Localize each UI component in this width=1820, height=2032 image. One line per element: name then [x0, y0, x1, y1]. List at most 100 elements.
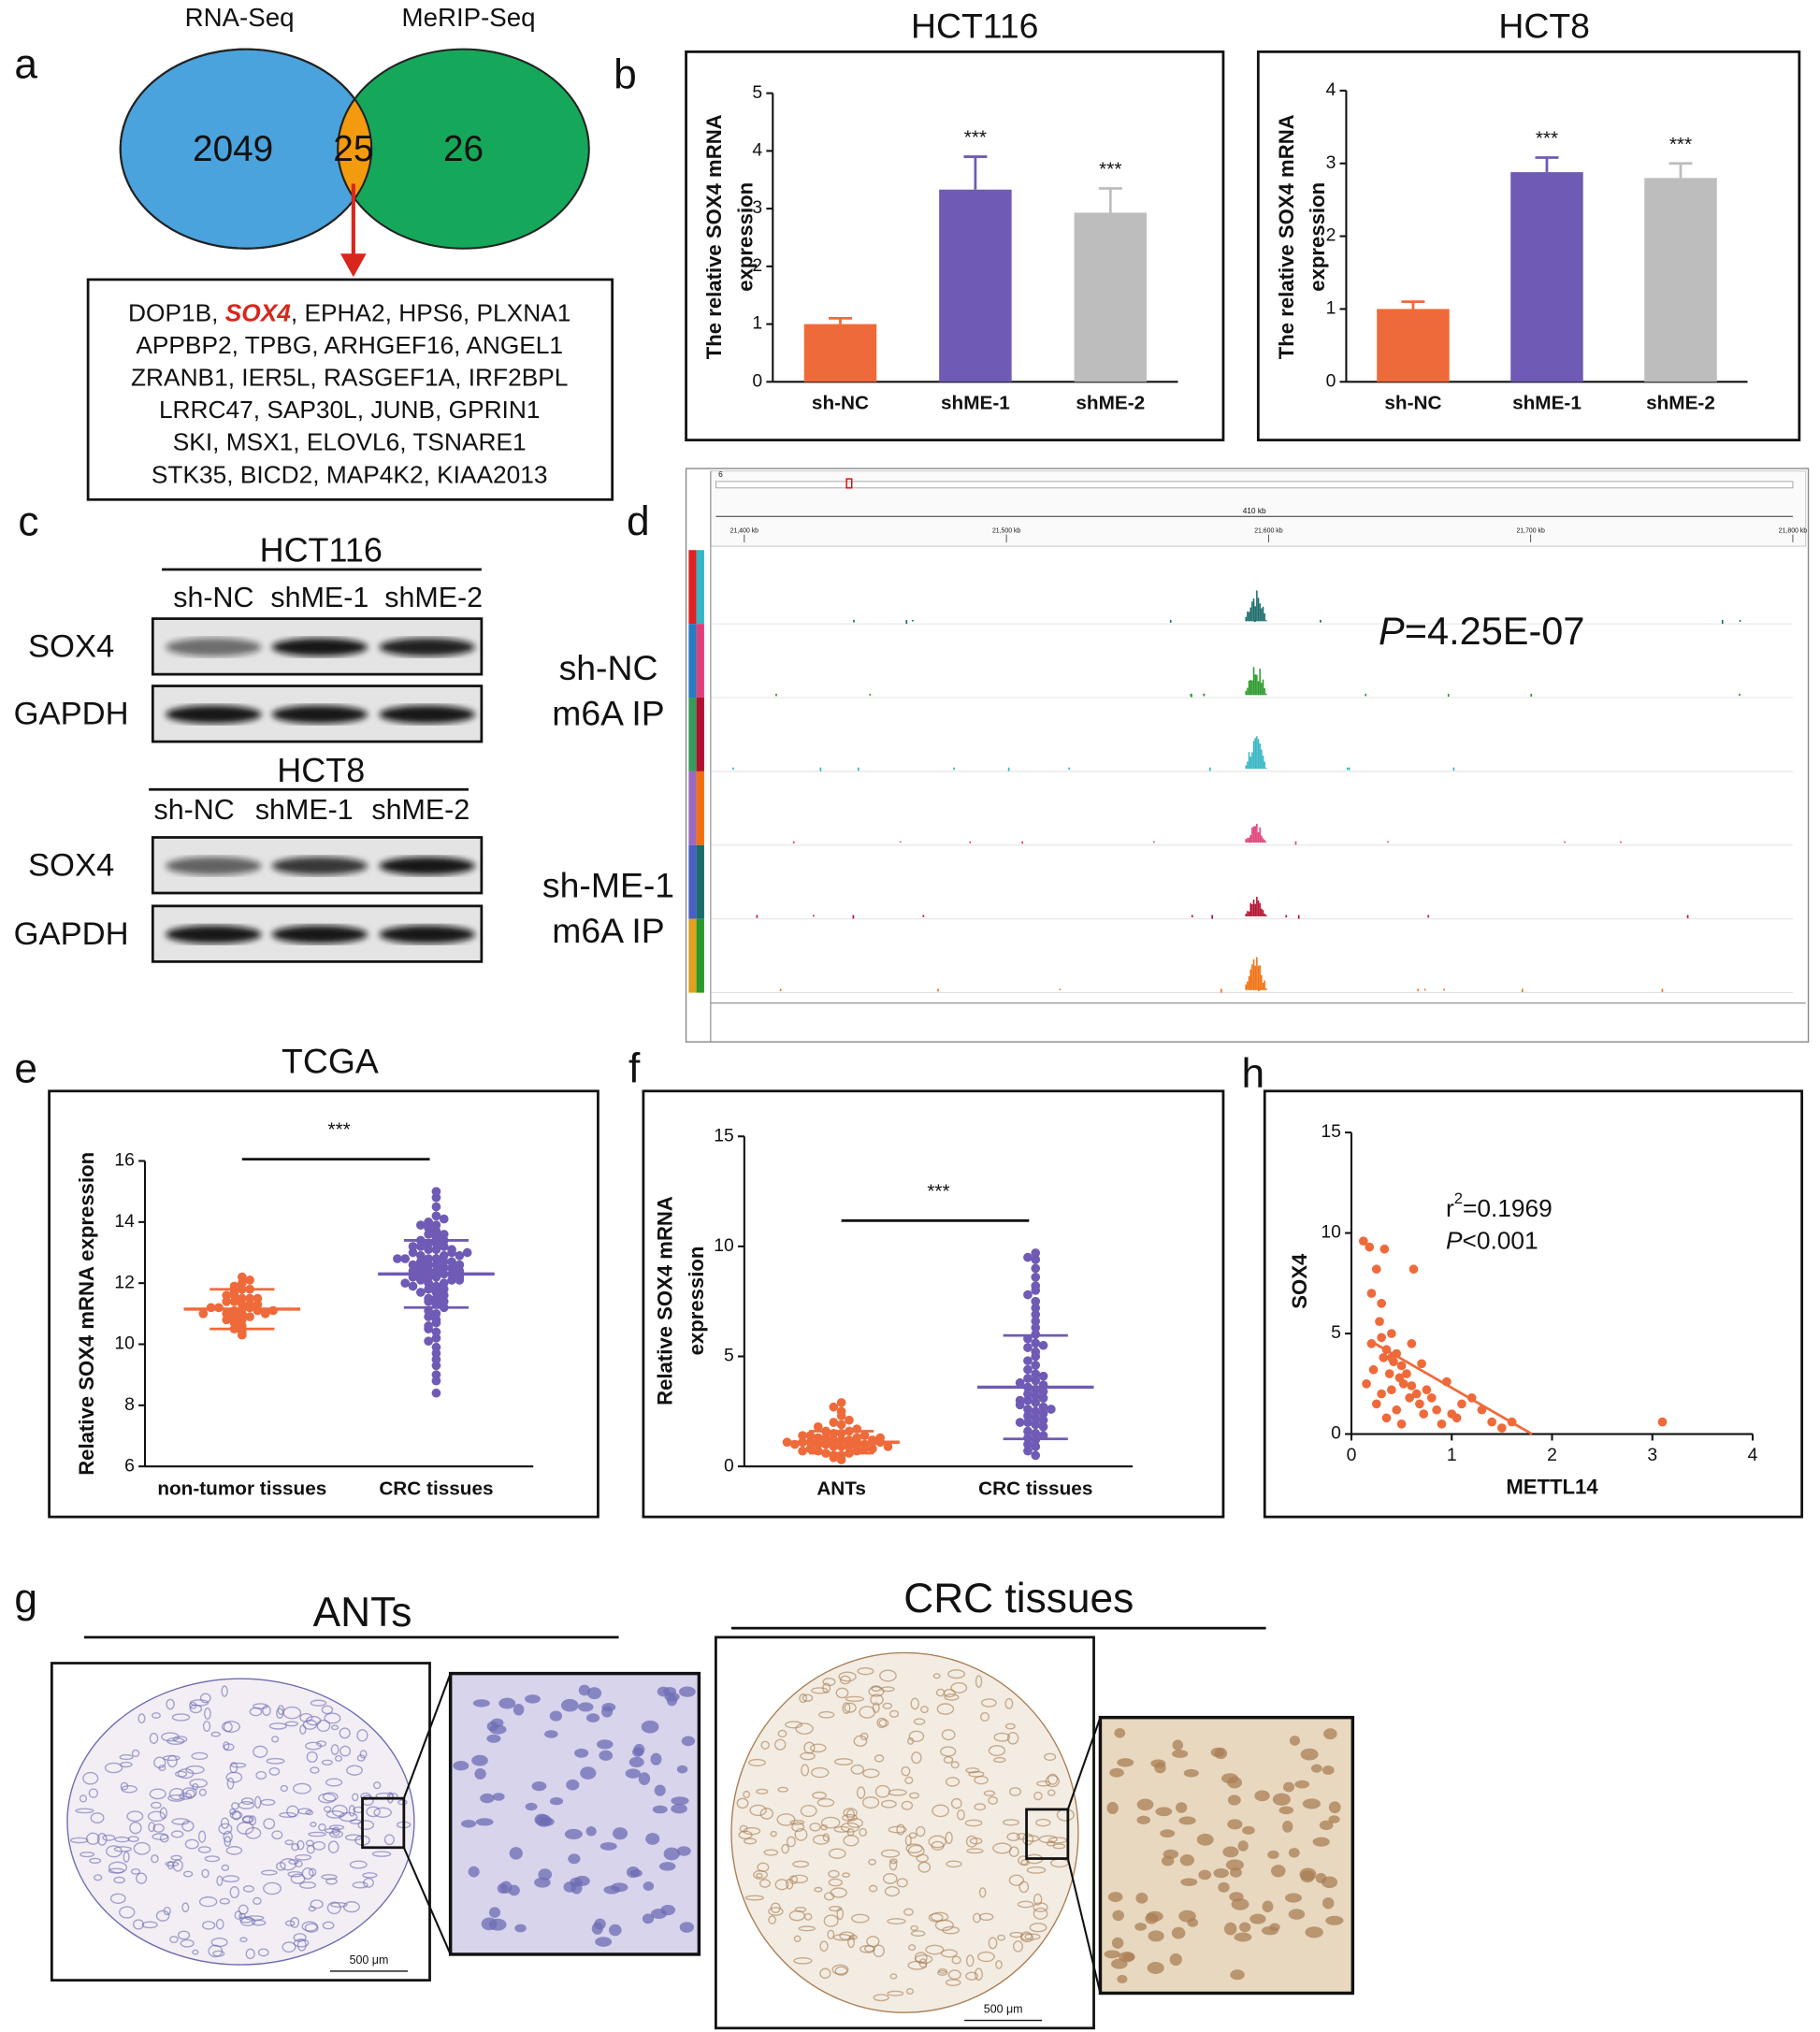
tissue-cell — [324, 1712, 341, 1724]
tissue-cell — [838, 1671, 857, 1682]
tissue-cell — [946, 1860, 962, 1868]
tissue-cell — [846, 1828, 855, 1837]
tissue-cell — [352, 1881, 368, 1889]
tissue — [730, 1651, 1079, 2013]
data-dot — [415, 1220, 426, 1230]
tissue-cell — [965, 1954, 975, 1967]
nucleus — [1107, 1892, 1123, 1902]
tissue-cell — [363, 1878, 374, 1888]
nucleus — [1146, 1910, 1163, 1922]
nucleus — [1183, 1768, 1199, 1778]
x-tick-label: CRC tissues — [379, 1478, 493, 1500]
data-dot — [805, 1431, 816, 1441]
igv-strip — [696, 550, 704, 625]
tissue-cell — [198, 1788, 207, 1796]
tissue-cell — [888, 1709, 900, 1718]
scatter-point — [1415, 1399, 1424, 1409]
tissue-cell — [995, 1960, 1003, 1969]
scatter-point — [1402, 1369, 1411, 1378]
tissue-cell — [287, 1870, 303, 1878]
tissue-cell — [847, 1936, 855, 1949]
tissue-cell — [798, 1925, 816, 1932]
data-dot — [852, 1433, 862, 1443]
tissue-cell — [829, 1906, 843, 1912]
data-dot — [408, 1281, 418, 1291]
igv-peak — [1248, 976, 1250, 990]
igv-peak — [1248, 752, 1250, 770]
data-dot — [813, 1433, 823, 1443]
igv-peak — [1265, 620, 1267, 622]
tissue-cell — [842, 1813, 859, 1822]
tissue-cell — [828, 1878, 844, 1887]
r-base: r — [1446, 1194, 1454, 1222]
tissue-cell — [928, 1912, 944, 1923]
tissue-cell — [768, 1907, 784, 1916]
tissue-cell — [889, 1973, 898, 1980]
sd-bar — [809, 1430, 874, 1455]
tissue-cell — [306, 1751, 318, 1763]
nucleus — [676, 1765, 688, 1774]
tissue-cell — [253, 1896, 262, 1905]
tissue-cell — [977, 1951, 995, 1963]
nucleus — [486, 1734, 501, 1743]
tissue-cell — [89, 1857, 102, 1865]
tissue-cell — [908, 1730, 925, 1743]
igv-peak — [1264, 980, 1265, 990]
data-dot — [1031, 1317, 1041, 1326]
tissue-cell — [397, 1799, 408, 1806]
tissue-cell — [830, 1887, 847, 1898]
tissue-cell — [356, 1729, 368, 1742]
igv-peak — [1245, 914, 1247, 916]
tissue-cell — [1029, 1923, 1047, 1933]
tissue-cell — [793, 1935, 802, 1943]
nucleus — [626, 1866, 641, 1879]
tissue-cell — [310, 1822, 317, 1827]
tissue-cell — [260, 1869, 278, 1876]
tissue-cell — [113, 1876, 125, 1884]
tissue-cell — [966, 1848, 984, 1854]
nucleus — [650, 1752, 662, 1765]
tissue-cell — [1004, 1697, 1014, 1709]
igv-ideogram — [715, 481, 1794, 489]
tissue-cell — [130, 1868, 141, 1875]
data-dot — [462, 1247, 472, 1258]
data-dot — [431, 1220, 441, 1230]
tissue-cell — [223, 1830, 233, 1843]
scatter-point — [1366, 1338, 1377, 1348]
igv-noise — [969, 841, 972, 843]
nucleus — [1319, 1820, 1334, 1830]
igv-peak — [1247, 981, 1249, 990]
tissue-cell — [873, 1994, 889, 2002]
data-dot — [439, 1278, 449, 1289]
igv-peak — [1265, 693, 1267, 696]
tissue-cell — [880, 1686, 895, 1693]
tissue-cell — [244, 1915, 265, 1921]
igv-noise — [732, 767, 734, 771]
tissue-cell — [896, 1878, 908, 1888]
sd-bar — [209, 1288, 275, 1331]
y-tick-label: 12 — [114, 1272, 135, 1292]
tissue-cell — [151, 1854, 159, 1864]
data-dot — [1031, 1323, 1041, 1333]
tissue-cell — [935, 1688, 946, 1697]
tissue-cell — [1047, 1773, 1059, 1785]
igv-peak — [1256, 823, 1258, 843]
data-dot — [1015, 1418, 1025, 1427]
nucleus — [1237, 1840, 1249, 1852]
nucleus — [601, 1703, 616, 1712]
data-dot — [868, 1444, 877, 1454]
igv-peak — [1257, 598, 1260, 622]
data-dot — [245, 1275, 254, 1285]
igv-noise — [905, 619, 908, 625]
igv-noise — [1258, 988, 1260, 992]
tissue-cell — [119, 1906, 136, 1919]
nucleus — [1198, 1869, 1212, 1881]
tissue-cell — [222, 1875, 240, 1883]
nucleus — [1272, 1793, 1291, 1806]
y-tick-label: 14 — [114, 1211, 135, 1232]
tissue-cell — [884, 1886, 901, 1897]
sd-bar — [403, 1239, 469, 1309]
igv-peak — [1265, 915, 1267, 916]
chart-title: TCGA — [282, 1042, 379, 1081]
data-dot — [439, 1250, 449, 1261]
